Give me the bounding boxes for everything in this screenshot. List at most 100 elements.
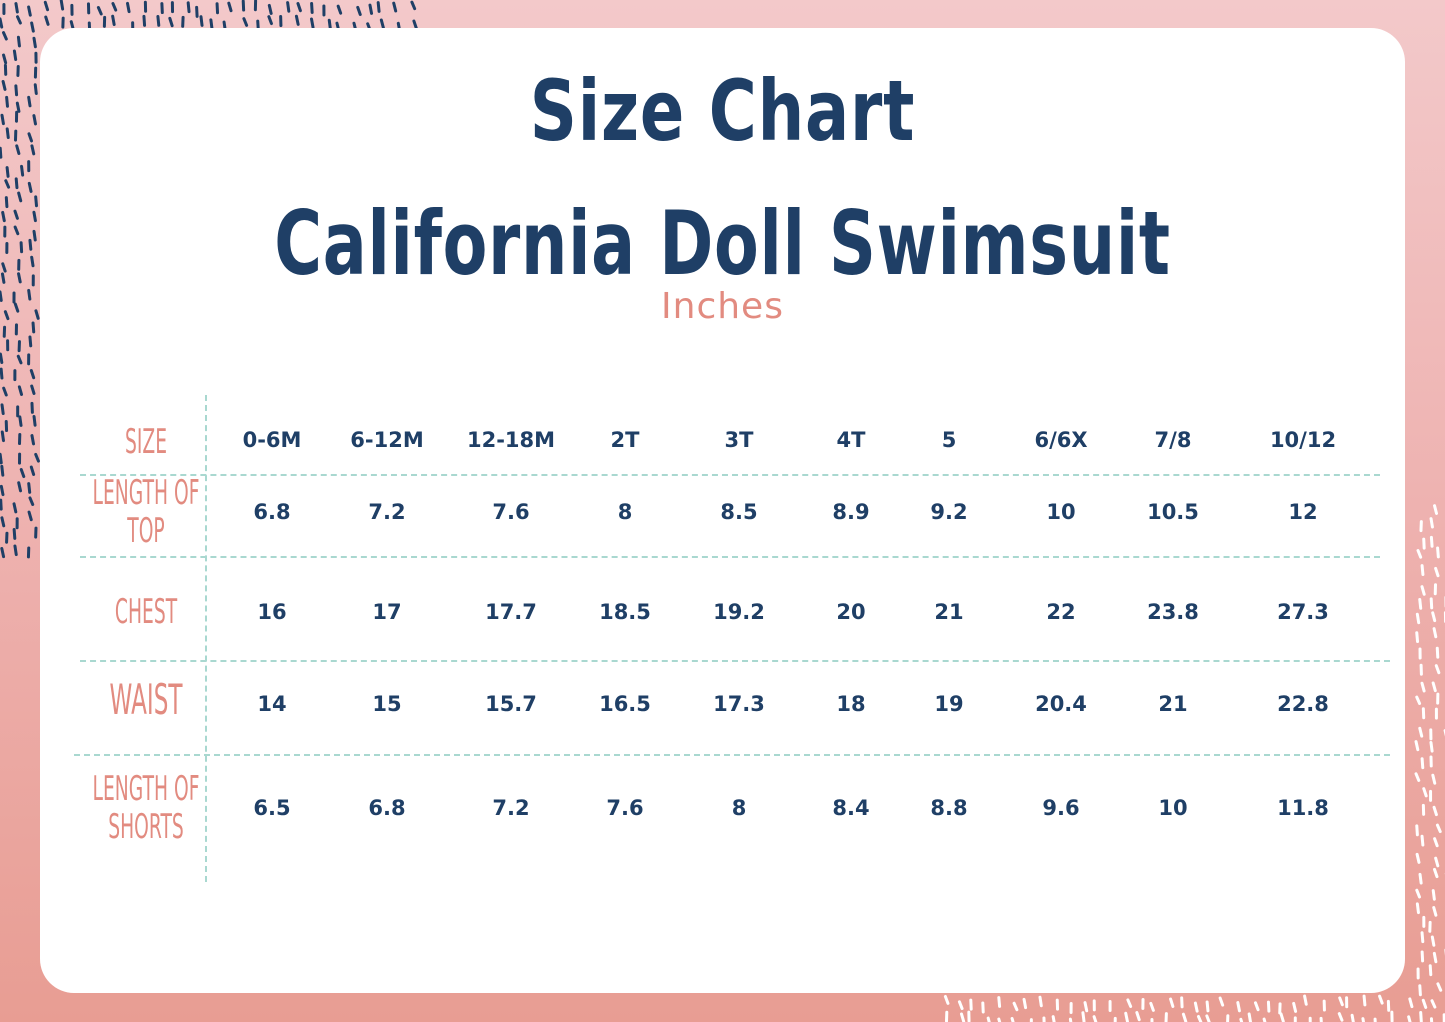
row-label-line: LENGTH OF <box>92 769 200 809</box>
dash-mark <box>30 255 35 268</box>
size-column-header: 5 <box>941 428 957 452</box>
table-cell: 11.8 <box>1277 796 1329 820</box>
dash-mark <box>997 1017 1002 1022</box>
dash-mark <box>0 367 4 380</box>
dash-mark <box>96 6 103 16</box>
dash-mark <box>1429 1017 1434 1022</box>
dash-mark <box>2 31 8 41</box>
row-label: WAIST <box>110 679 183 721</box>
dash-mark <box>27 181 33 193</box>
dash-mark <box>5 127 10 140</box>
table-cell: 8.4 <box>832 796 870 820</box>
dash-mark <box>1362 994 1367 1007</box>
dash-mark <box>1262 1017 1267 1022</box>
dash-mark <box>1193 1001 1199 1013</box>
dash-mark <box>1421 998 1428 1009</box>
dash-mark <box>1420 931 1425 944</box>
table-cell: 10.5 <box>1147 500 1199 524</box>
dash-mark <box>28 335 33 348</box>
dash-mark <box>13 302 20 313</box>
dash-mark <box>1434 856 1440 868</box>
dash-mark <box>0 484 5 497</box>
row-label: CHEST <box>115 593 177 631</box>
dash-mark <box>34 195 38 208</box>
dash-mark <box>1430 935 1436 947</box>
dash-mark <box>1051 1015 1056 1022</box>
dash-mark <box>1436 982 1443 992</box>
size-column-header: 2T <box>610 428 640 452</box>
table-cell: 7.2 <box>492 796 530 820</box>
dash-mark <box>1420 585 1426 596</box>
dash-mark <box>1415 631 1420 644</box>
table-cell: 9.2 <box>930 500 968 524</box>
dash-mark <box>1068 1017 1073 1022</box>
dash-mark <box>1279 1012 1285 1022</box>
table-cell: 21 <box>934 600 964 624</box>
dash-mark <box>0 146 3 159</box>
dash-mark <box>1419 1011 1423 1022</box>
dash-mark <box>1205 1014 1211 1022</box>
dash-mark <box>227 1 233 13</box>
size-column-header: 4T <box>836 428 866 452</box>
dash-mark <box>43 0 50 12</box>
table-cell: 8 <box>617 500 633 524</box>
dash-mark <box>1378 994 1384 1005</box>
dash-mark <box>1338 996 1344 1007</box>
dash-mark <box>14 177 19 190</box>
dash-mark <box>111 2 118 12</box>
size-column-header: 0-6M <box>242 428 302 452</box>
dash-mark <box>327 18 332 31</box>
dash-mark <box>1420 757 1425 770</box>
dash-mark <box>0 290 3 302</box>
dash-mark <box>1428 964 1433 977</box>
dash-mark <box>30 21 35 33</box>
dash-mark <box>15 101 21 113</box>
table-cell: 23.8 <box>1147 600 1199 624</box>
dash-mark <box>126 1 131 14</box>
dash-mark <box>267 15 273 26</box>
dash-mark <box>0 516 6 528</box>
dash-mark <box>27 288 32 301</box>
dash-mark <box>1416 548 1423 559</box>
dash-mark <box>286 1 291 13</box>
dash-mark <box>1418 726 1424 738</box>
unit-label: Inches <box>661 286 784 327</box>
dash-mark <box>1418 598 1423 610</box>
table-cell: 22 <box>1046 600 1076 624</box>
dash-mark <box>4 196 9 209</box>
table-cell: 7.6 <box>606 796 644 820</box>
dash-mark <box>30 384 36 395</box>
dash-mark <box>3 310 10 321</box>
table-cell: 12 <box>1288 500 1318 524</box>
table-cell: 8 <box>731 796 747 820</box>
dash-mark <box>997 996 1002 1008</box>
dash-mark <box>186 1 191 14</box>
size-column-header: 10/12 <box>1269 428 1337 452</box>
dash-mark <box>1218 996 1225 1007</box>
size-column-header: 6/6X <box>1034 428 1088 452</box>
size-column-header: 12-18M <box>466 428 556 452</box>
dash-mark <box>14 84 19 97</box>
dash-mark <box>20 164 25 177</box>
dash-mark <box>1418 984 1422 997</box>
size-chart-card <box>40 28 1405 993</box>
dash-mark <box>1135 1011 1141 1022</box>
dash-mark <box>412 19 418 30</box>
dash-mark <box>310 17 315 29</box>
dash-mark <box>30 144 36 156</box>
dash-mark <box>142 14 147 27</box>
dash-mark <box>111 14 116 27</box>
dash-mark <box>1236 1001 1241 1013</box>
dash-mark <box>27 482 32 494</box>
dash-mark <box>1420 564 1425 576</box>
table-cell: 10 <box>1046 500 1076 524</box>
table-cell: 10 <box>1158 796 1188 820</box>
table-cell: 19 <box>934 692 964 716</box>
table-cell: 17.3 <box>713 692 765 716</box>
dash-mark <box>1434 664 1441 675</box>
dash-mark <box>1350 1013 1355 1022</box>
dash-mark <box>32 210 37 223</box>
size-column-header: 6-12M <box>350 428 424 452</box>
table-cell: 17 <box>372 600 402 624</box>
